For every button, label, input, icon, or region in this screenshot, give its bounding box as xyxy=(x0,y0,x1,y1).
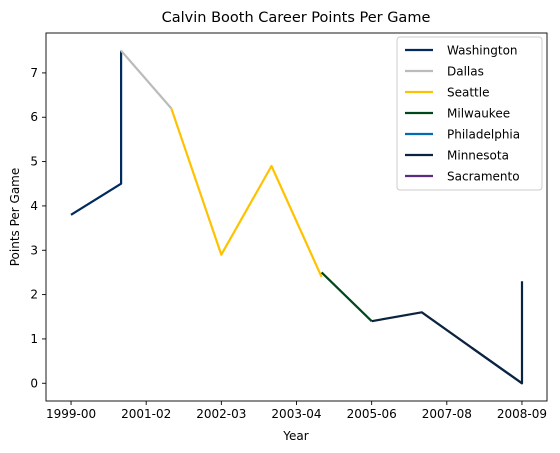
y-tick-label: 7 xyxy=(30,66,38,80)
legend: Washington Dallas Seattle Milwaukee Philadel… xyxy=(396,36,543,191)
x-axis-label: Year xyxy=(282,429,308,443)
x-tick-label: 1999-00 xyxy=(46,407,96,421)
chart-title: Calvin Booth Career Points Per Game xyxy=(162,10,431,26)
y-tick-label: 6 xyxy=(30,110,38,124)
legend-label-milwaukee: Milwaukee xyxy=(447,107,510,121)
y-tick-label: 1 xyxy=(30,332,38,346)
series-lines xyxy=(70,49,524,385)
axis-ticks: 1999-00 2001-02 2002-03 2003-04 2005-06 2007-… xyxy=(30,66,547,421)
x-tick-label: 2001-02 xyxy=(121,407,171,421)
legend-label-philadelphia: Philadelphia xyxy=(447,128,520,142)
legend-box xyxy=(396,36,543,191)
y-tick-label: 4 xyxy=(30,199,38,213)
series-line-minnesota xyxy=(371,281,524,385)
legend-label-sacramento: Sacramento xyxy=(447,170,520,184)
plot-frame xyxy=(45,32,548,402)
legend-label-seattle: Seattle xyxy=(447,86,489,100)
series-line-dallas xyxy=(120,49,173,110)
y-tick-label: 3 xyxy=(30,243,38,257)
legend-label-dallas: Dallas xyxy=(447,65,484,79)
y-tick-label: 5 xyxy=(30,155,38,169)
y-tick-label: 0 xyxy=(30,376,38,390)
legend-label-washington: Washington xyxy=(447,44,518,58)
x-tick-label: 2003-04 xyxy=(271,407,321,421)
series-line-seattle xyxy=(170,108,323,278)
x-tick-label: 2008-09 xyxy=(497,407,547,421)
x-tick-label: 2002-03 xyxy=(196,407,246,421)
series-line-milwaukee xyxy=(320,271,373,322)
series-line-washington xyxy=(70,50,123,216)
legend-label-minnesota: Minnesota xyxy=(447,149,509,163)
y-tick-label: 2 xyxy=(30,288,38,302)
y-axis-label: Points Per Game xyxy=(8,168,22,267)
x-tick-label: 2005-06 xyxy=(347,407,397,421)
x-tick-label: 2007-08 xyxy=(422,407,472,421)
